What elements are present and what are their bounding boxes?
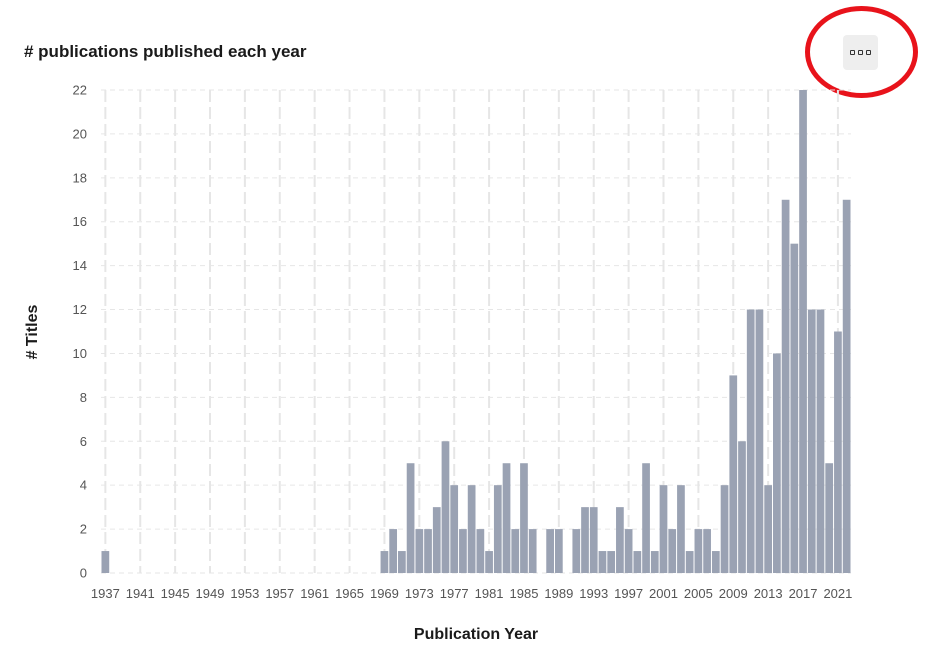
y-tick-label: 18 [73, 170, 87, 185]
bar-2011 [746, 309, 755, 573]
bar-2009 [729, 375, 738, 573]
bar-1983 [502, 463, 511, 573]
bar-2021 [834, 331, 842, 573]
y-tick-label: 0 [80, 566, 87, 581]
y-tick-label: 20 [73, 126, 87, 141]
bar-2000 [650, 551, 659, 573]
bar-2018 [807, 309, 816, 573]
bar-2019 [816, 309, 825, 573]
bar-2003 [677, 485, 685, 573]
y-tick-label: 6 [80, 434, 87, 449]
y-tick-label: 16 [73, 214, 87, 229]
bar-2015 [781, 199, 790, 574]
bar-2017 [799, 90, 807, 573]
x-tick-label: 1989 [544, 586, 573, 601]
x-tick-label: 2013 [754, 586, 783, 601]
bar-2006 [703, 529, 711, 573]
bar-1995 [607, 551, 616, 573]
x-tick-label: 2005 [684, 586, 713, 601]
bar-2022 [842, 199, 851, 574]
bar-1970 [389, 529, 398, 573]
bar-1971 [398, 551, 406, 573]
bar-1991 [572, 529, 581, 573]
x-tick-label: 1961 [300, 586, 329, 601]
bar-2004 [685, 551, 694, 573]
x-tick-label: 1965 [335, 586, 364, 601]
bar-2014 [773, 353, 781, 573]
bar-1985 [520, 463, 528, 573]
bar-1999 [642, 463, 650, 573]
bar-2013 [764, 485, 773, 573]
bar-2020 [825, 463, 834, 573]
bar-2012 [755, 309, 764, 573]
bar-1984 [511, 529, 520, 573]
bar-1988 [546, 529, 554, 573]
bar-1980 [476, 529, 485, 573]
bar-1975 [432, 507, 441, 573]
bar-1972 [406, 463, 415, 573]
x-tick-label: 1937 [91, 586, 120, 601]
x-tick-label: 1957 [265, 586, 294, 601]
x-tick-label: 1953 [230, 586, 259, 601]
x-tick-label: 1993 [579, 586, 608, 601]
x-tick-label: 1949 [196, 586, 225, 601]
x-tick-label: 1997 [614, 586, 643, 601]
x-tick-label: 1985 [510, 586, 539, 601]
y-tick-label: 10 [73, 346, 87, 361]
bar-2005 [694, 529, 703, 573]
chart-title: # publications published each year [24, 42, 307, 61]
x-tick-label: 1977 [440, 586, 469, 601]
x-tick-label: 1981 [475, 586, 504, 601]
x-tick-label: 2001 [649, 586, 678, 601]
bar-1992 [581, 507, 589, 573]
x-tick-label: 1973 [405, 586, 434, 601]
bar-1989 [554, 529, 563, 573]
bar-2008 [720, 485, 729, 573]
highlight-circle [805, 6, 918, 98]
bar-1996 [616, 507, 624, 573]
y-tick-label: 2 [80, 522, 87, 537]
bar-1973 [415, 529, 424, 573]
bar-2001 [659, 485, 668, 573]
bar-1974 [424, 529, 432, 573]
bar-1937 [101, 551, 110, 573]
bar-1978 [459, 529, 467, 573]
bar-2002 [668, 529, 677, 573]
x-axis-label: Publication Year [413, 626, 539, 643]
bar-2007 [711, 551, 720, 573]
x-tick-label: 2021 [823, 586, 852, 601]
bar-1982 [493, 485, 502, 573]
bar-1969 [380, 551, 389, 573]
x-tick-label: 1941 [126, 586, 155, 601]
x-tick-label: 2017 [789, 586, 818, 601]
bar-1998 [633, 551, 642, 573]
y-tick-label: 4 [80, 478, 87, 493]
bar-1993 [589, 507, 598, 573]
y-tick-label: 8 [80, 390, 87, 405]
y-tick-label: 14 [73, 258, 87, 273]
x-tick-label: 2009 [719, 586, 748, 601]
bar-1977 [450, 485, 459, 573]
bar-1976 [441, 441, 450, 573]
bar-1979 [467, 485, 476, 573]
bar-1986 [528, 529, 537, 573]
bar-1981 [485, 551, 493, 573]
x-tick-label: 1969 [370, 586, 399, 601]
bar-2016 [790, 243, 799, 573]
y-tick-label: 22 [73, 83, 87, 98]
bar-1994 [598, 551, 607, 573]
y-tick-label: 12 [73, 302, 87, 317]
x-tick-label: 1945 [161, 586, 190, 601]
bar-2010 [738, 441, 746, 573]
bar-1997 [624, 529, 633, 573]
